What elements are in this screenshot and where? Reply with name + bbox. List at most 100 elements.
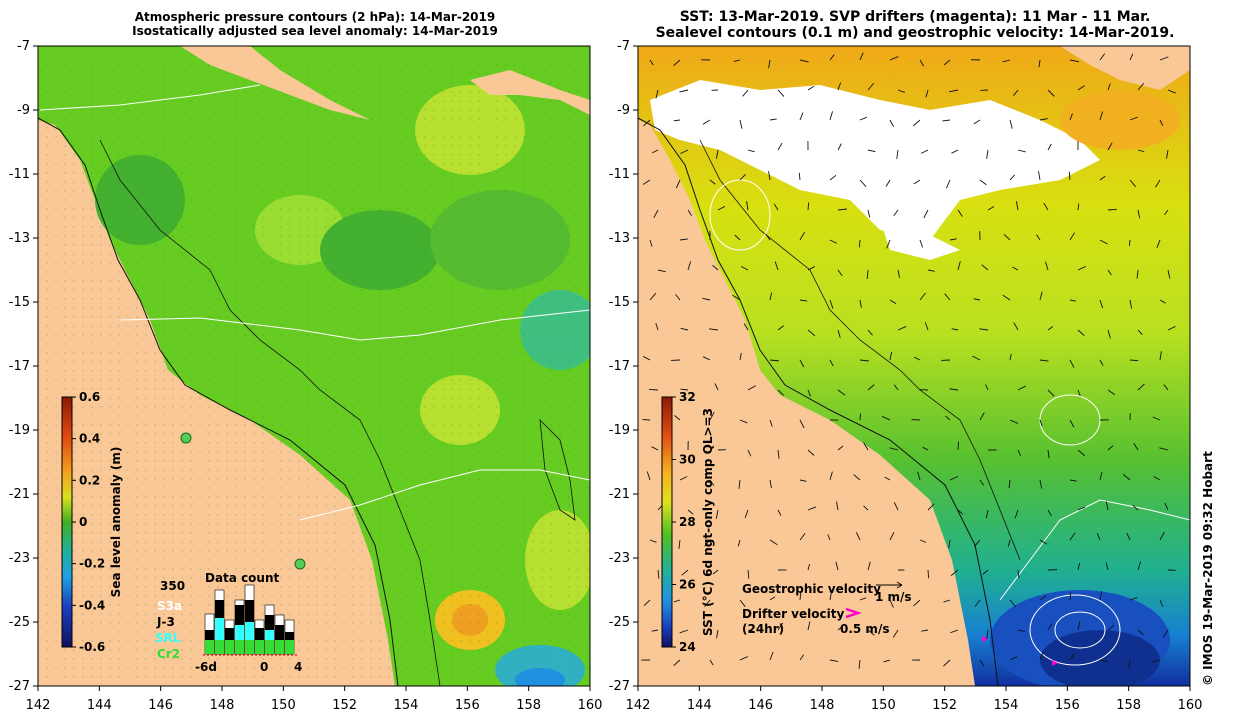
velocity-arrow (837, 269, 843, 277)
left-lon-label: 144 (87, 698, 112, 713)
count-tick-neg6: -6d (195, 660, 217, 674)
right-lon-label: 148 (810, 698, 835, 713)
velocity-arrow (1077, 329, 1085, 336)
velocity-arrow (777, 509, 782, 516)
velocity-arrow (657, 269, 666, 273)
left-pressure-contour (39, 84, 261, 111)
data-count-legend: S3a J-3 SRL Cr2 (155, 599, 182, 661)
velocity-arrow (1129, 116, 1138, 121)
velocity-arrow (649, 292, 657, 301)
velocity-arrow (859, 359, 869, 362)
velocity-arrow (1137, 83, 1145, 91)
velocity-arrow (1128, 239, 1131, 247)
count-bar (285, 632, 294, 640)
velocity-arrow (715, 509, 719, 519)
velocity-arrow (675, 294, 681, 301)
right-lon-label: 144 (687, 698, 712, 713)
velocity-arrow (657, 569, 660, 579)
right-title-line2: Sealevel contours (0.1 m) and geostrophi… (655, 25, 1175, 41)
count-bar (215, 640, 224, 654)
velocity-arrow (1017, 629, 1026, 632)
velocity-arrow (1077, 266, 1086, 271)
velocity-arrow (738, 479, 741, 489)
velocity-arrow (680, 327, 689, 331)
velocity-arrow (1129, 53, 1134, 61)
velocity-arrow (859, 299, 862, 308)
velocity-arrow (949, 238, 957, 241)
right-cloud (650, 80, 1100, 240)
velocity-arrow (1039, 291, 1043, 301)
velocity-arrow (714, 383, 719, 391)
velocity-arrow (889, 599, 894, 608)
velocity-arrow (853, 474, 861, 481)
velocity-arrow (949, 89, 959, 93)
left-lon-label: 142 (26, 698, 51, 713)
velocity-arrow (1099, 472, 1103, 481)
velocity-arrow (680, 388, 689, 391)
velocity-arrow (642, 179, 651, 185)
velocity-arrow (1159, 56, 1169, 61)
velocity-arrow (1047, 326, 1054, 331)
station-marker (180, 432, 192, 444)
left-map (38, 46, 590, 686)
sealevel-contour (999, 499, 1190, 601)
velocity-arrow (1009, 419, 1019, 424)
velocity-arrow (979, 179, 987, 186)
velocity-arrow (769, 479, 772, 489)
mission-cr2: Cr2 (157, 647, 180, 661)
sealevel-contour (1029, 594, 1121, 666)
right-panel-title: SST: 13-Mar-2019. SVP drifters (magenta)… (640, 9, 1190, 41)
velocity-arrow (863, 442, 869, 451)
velocity-arrow (1017, 449, 1021, 457)
velocity-arrow (867, 561, 871, 571)
velocity-arrow (768, 59, 771, 69)
velocity-arrow (807, 449, 815, 456)
data-count-max: 350 (160, 579, 185, 593)
velocity-arrow (1099, 175, 1106, 181)
right-lat-label: -9 (617, 103, 630, 118)
sst-tick-label: 28 (679, 515, 696, 529)
velocity-arrow (712, 264, 719, 271)
right-lon-label: 152 (932, 698, 957, 713)
velocity-arrow (1077, 389, 1081, 397)
velocity-arrow (1159, 531, 1165, 541)
velocity-arrow (704, 599, 711, 608)
velocity-arrow (925, 89, 929, 98)
velocity-arrow (1015, 201, 1019, 211)
velocity-arrow (773, 203, 779, 211)
count-bar (265, 630, 274, 640)
drifter-scale-arrow (845, 607, 862, 619)
imos-credit: © IMOS 19-Mar-2019 09:32 Hobart (1201, 451, 1215, 686)
velocity-arrow (1107, 142, 1113, 151)
velocity-arrow (747, 385, 757, 391)
left-lon-label: 158 (516, 698, 541, 713)
velocity-arrow (675, 179, 681, 189)
velocity-arrow (807, 506, 817, 511)
velocity-arrow (927, 569, 930, 579)
drifter-arrow (1052, 660, 1058, 666)
mission-srl: SRL (155, 631, 181, 645)
sla-tick-label: 0.2 (79, 473, 100, 487)
sst-colorbar-ticks: 32 30 28 26 24 (672, 390, 696, 654)
axes-layer: -7 -9 -11 -13 -15 -17 -19 -21 -23 -25 -27 142 144 146… (9, 39, 1203, 713)
velocity-arrow (1099, 659, 1108, 662)
velocity-arrow (744, 509, 749, 518)
velocity-arrow (673, 119, 681, 122)
velocity-arrow (777, 325, 785, 331)
velocity-arrow (653, 209, 659, 219)
velocity-arrow (1069, 113, 1073, 121)
sst-tick-label: 32 (679, 390, 696, 404)
drifter-label-1: Drifter velocity (742, 607, 844, 621)
left-lat-label: -11 (9, 167, 30, 182)
velocity-arrow (889, 447, 899, 451)
left-title-line2: Isostatically adjusted sea level anomaly… (132, 24, 498, 38)
velocity-arrow (799, 299, 808, 302)
right-coast-line (638, 117, 999, 686)
velocity-arrow (1009, 354, 1012, 361)
count-bar (245, 640, 254, 654)
velocity-arrow (883, 659, 891, 663)
velocity-arrow (1077, 506, 1086, 511)
velocity-arrow (1039, 651, 1044, 661)
velocity-arrow (1107, 269, 1112, 276)
velocity-arrow (886, 239, 891, 249)
